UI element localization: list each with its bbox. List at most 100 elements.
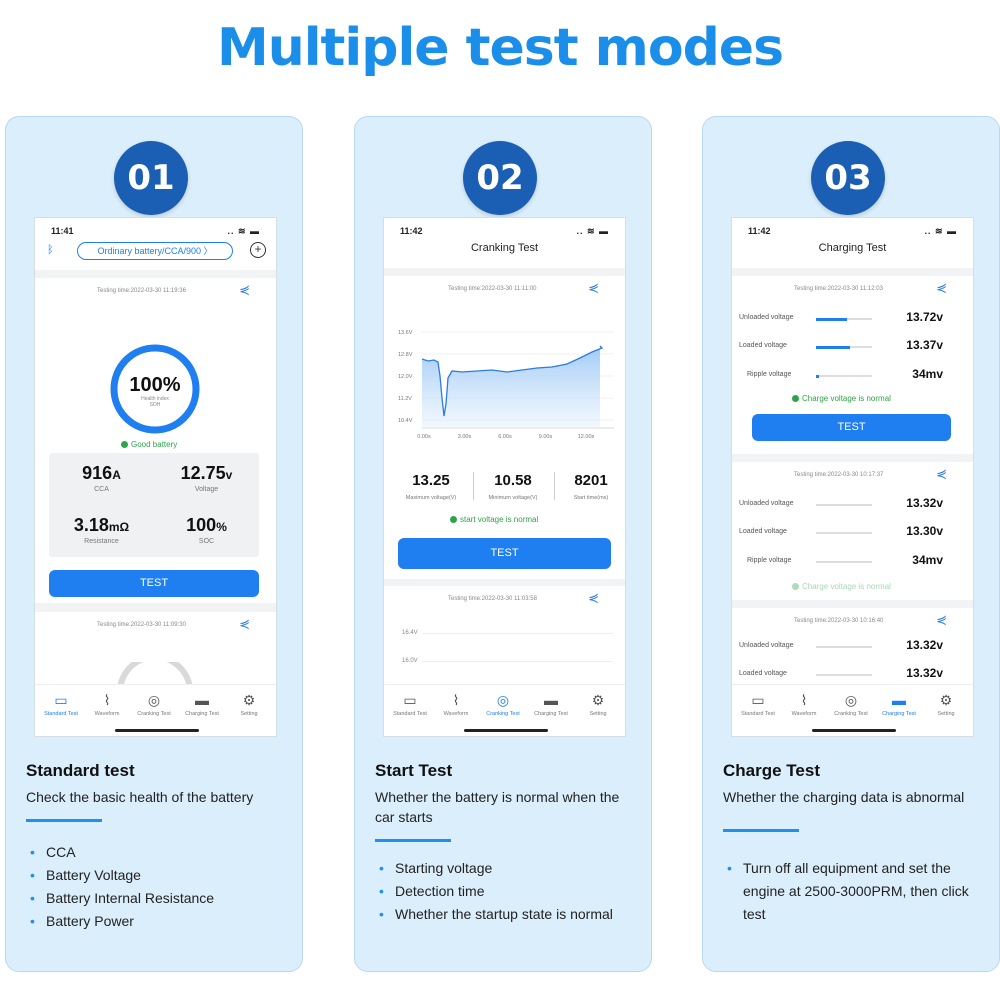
testing-time: Testing time:2022-03-30 11:03:58: [448, 596, 537, 602]
voltage-value: 13.32v: [906, 638, 943, 652]
screen-title: Cranking Test: [470, 242, 539, 254]
stat-max-voltage: 13.25 Maximum voltage(V): [394, 472, 468, 501]
gauge-icon: ◎: [844, 692, 858, 708]
tab-standard-test[interactable]: ▭ Standard Test: [734, 691, 782, 717]
tab-label: Charging Test: [882, 711, 916, 717]
metric-label: CCA: [94, 486, 109, 493]
tab-setting[interactable]: ⚙ Setting: [922, 691, 970, 717]
tick-label: 16.0V: [402, 658, 418, 664]
tab-label: Standard Test: [44, 711, 78, 717]
tab-label: Setting: [937, 711, 955, 717]
app-header: 11:42 .. ≋ ▬ Cranking Test: [384, 218, 625, 268]
add-icon[interactable]: +: [250, 242, 266, 258]
voltage-bar-fill: [816, 345, 850, 349]
status-time: 11:41: [51, 226, 74, 236]
share-icon[interactable]: ⋞: [588, 590, 599, 605]
testing-time: Testing time:2022-03-30 10:16:40: [794, 618, 884, 624]
tab-waveform[interactable]: ⌇ Waveform: [432, 691, 480, 717]
share-icon[interactable]: ⋞: [936, 280, 947, 295]
step-badge: 02: [463, 141, 537, 215]
tab-label: Cranking Test: [834, 711, 868, 717]
voltage-row-ripple: Ripple voltage 34mv: [732, 366, 973, 388]
share-icon[interactable]: ⋞: [936, 612, 947, 627]
share-icon[interactable]: ⋞: [239, 616, 250, 631]
tab-standard-test[interactable]: ▭ Standard Test: [386, 691, 434, 717]
health-gauge-arc: [110, 344, 200, 434]
list-item: Whether the startup state is normal: [375, 903, 645, 926]
tab-label: Cranking Test: [137, 711, 171, 717]
test-button[interactable]: TEST: [752, 414, 951, 441]
metric-label: Resistance: [84, 538, 119, 545]
gear-icon: ⚙: [939, 692, 953, 708]
battery-type-selector[interactable]: Ordinary battery/CCA/900 〉: [77, 242, 233, 260]
feature-list: Turn off all equipment and set the engin…: [723, 857, 993, 926]
charge-status-text: Charge voltage is normal: [802, 394, 891, 403]
battery-icon: ▭: [403, 692, 417, 708]
y-tick-label: 12.8V: [398, 352, 413, 358]
tab-label: Charging Test: [534, 711, 568, 717]
share-icon[interactable]: ⋞: [936, 466, 947, 481]
tab-charging-test[interactable]: ▬ Charging Test: [527, 691, 575, 717]
battery-type-label: Ordinary battery/CCA/900: [97, 246, 201, 256]
share-icon[interactable]: ⋞: [239, 282, 250, 297]
bluetooth-icon[interactable]: ᛒ: [47, 244, 54, 256]
health-gauge-partial: [117, 662, 193, 692]
stat-start-time: 8201 Start time(ms): [556, 472, 625, 501]
status-time: 11:42: [748, 226, 771, 236]
cranking-result-panel: Testing time:2022-03-30 11:11:00 ⋞ 13.6V…: [384, 276, 625, 579]
test-button[interactable]: TEST: [49, 570, 259, 597]
metric-soc: 100% SOC: [154, 515, 259, 545]
tab-standard-test[interactable]: ▭ Standard Test: [37, 691, 85, 717]
stat-label: Start time(ms): [573, 495, 609, 501]
section-title: Start Test: [375, 761, 453, 780]
x-tick-label: 3.00s: [458, 434, 472, 440]
tab-cranking-test[interactable]: ◎ Cranking Test: [130, 691, 178, 717]
phone-screen-cranking-test: 11:42 .. ≋ ▬ Cranking Test Testing time:…: [383, 217, 626, 737]
divider: [723, 829, 799, 832]
tab-setting[interactable]: ⚙ Setting: [225, 691, 273, 717]
testing-time: Testing time:2022-03-30 11:09:30: [97, 622, 186, 628]
y-tick-label: 12.0V: [398, 374, 413, 380]
check-icon: [450, 516, 457, 523]
stat-min-voltage: 10.58 Minimum voltage(V): [476, 472, 550, 501]
voltage-bar: [816, 674, 872, 676]
charge-status-text: Charge voltage is normal: [802, 582, 891, 591]
voltage-row-unloaded: Unloaded voltage 13.32v: [732, 637, 973, 659]
start-status: start voltage is normal: [450, 515, 538, 524]
voltage-row-unloaded: Unloaded voltage 13.32v: [732, 495, 973, 517]
tab-cranking-test[interactable]: ◎ Cranking Test: [827, 691, 875, 717]
section-title: Standard test: [26, 761, 135, 780]
divider: [375, 839, 451, 842]
battery-status-text: Good battery: [131, 440, 178, 449]
metric-cca: 916A CCA: [49, 463, 154, 493]
metric-label: SOC: [198, 538, 215, 545]
status-icons: .. ≋ ▬: [227, 226, 260, 236]
tab-bar: ▭ Standard Test ⌇ Waveform ◎ Cranking Test …: [35, 684, 276, 736]
tab-setting[interactable]: ⚙ Setting: [574, 691, 622, 717]
list-item: Detection time: [375, 880, 645, 903]
metric-value: 12.75: [180, 463, 226, 483]
y-tick-label: 11.2V: [398, 396, 412, 402]
voltage-value: 13.30v: [906, 524, 943, 538]
test-button[interactable]: TEST: [398, 538, 611, 569]
voltage-bar: [816, 561, 872, 563]
feature-list: Starting voltage Detection time Whether …: [375, 857, 645, 926]
car-icon: ▬: [892, 692, 906, 708]
gear-icon: ⚙: [591, 692, 605, 708]
voltage-value: 13.32v: [906, 496, 943, 510]
list-item: Battery Internal Resistance: [26, 887, 296, 910]
tab-charging-test[interactable]: ▬ Charging Test: [875, 691, 923, 717]
tab-cranking-test[interactable]: ◎ Cranking Test: [479, 691, 527, 717]
history-panel: Testing time:2022-03-30 11:09:30 ⋞: [35, 612, 276, 692]
tab-charging-test[interactable]: ▬ Charging Test: [178, 691, 226, 717]
tick-label: 16.4V: [402, 630, 418, 636]
tab-waveform[interactable]: ⌇ Waveform: [780, 691, 828, 717]
voltage-area: [422, 346, 602, 428]
list-item: Turn off all equipment and set the engin…: [723, 857, 993, 926]
voltage-bar-fill: [816, 317, 847, 321]
gridline: [422, 661, 613, 662]
share-icon[interactable]: ⋞: [588, 280, 599, 295]
status-bar: 11:42 .. ≋ ▬: [748, 226, 957, 238]
tab-waveform[interactable]: ⌇ Waveform: [83, 691, 131, 717]
status-icons: .. ≋ ▬: [576, 226, 609, 236]
